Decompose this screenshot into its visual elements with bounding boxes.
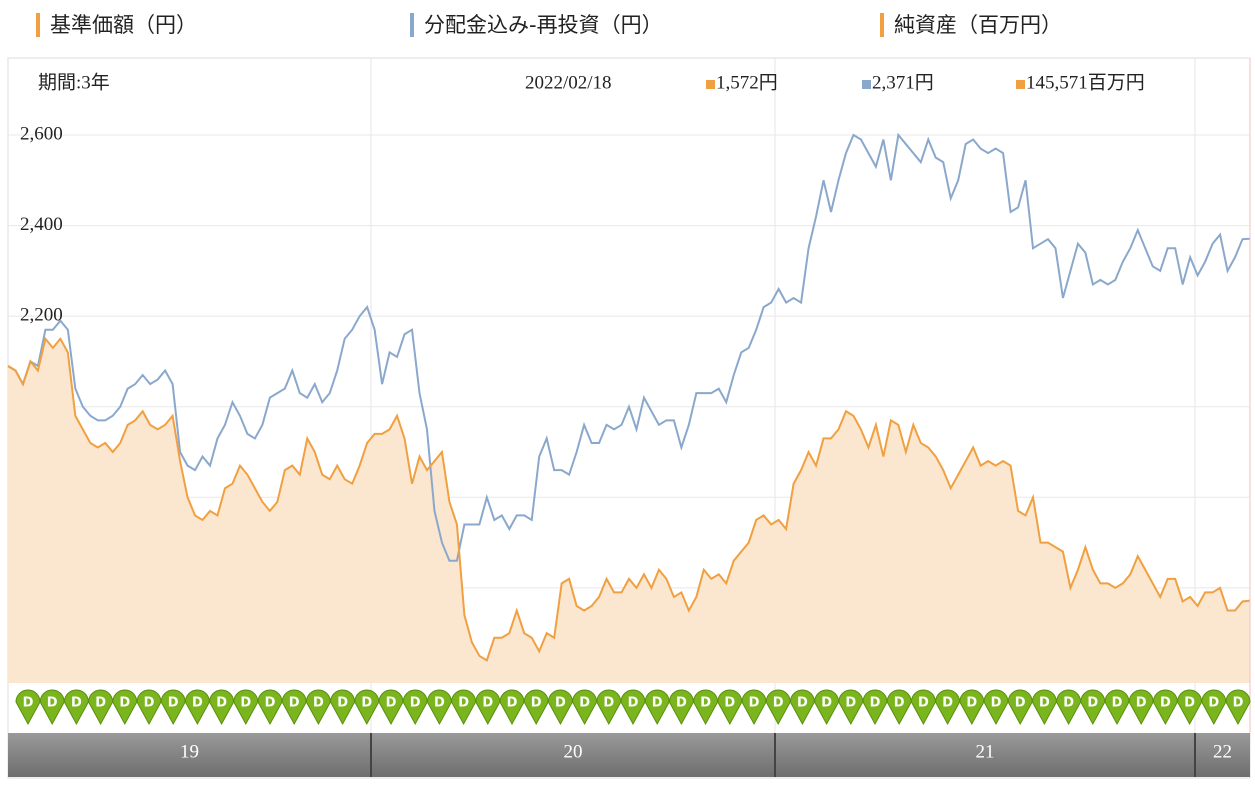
marker-label: D xyxy=(749,696,760,711)
legend-swatch xyxy=(410,13,414,37)
marker-label: D xyxy=(507,696,518,711)
marker-label: D xyxy=(168,696,179,711)
marker-label: D xyxy=(966,696,977,711)
marker-label: D xyxy=(555,696,566,711)
marker-label: D xyxy=(821,696,832,711)
marker-label: D xyxy=(918,696,929,711)
y-tick-label: 2,200 xyxy=(20,305,63,326)
marker-label: D xyxy=(458,696,469,711)
latest-swatch xyxy=(706,80,715,89)
marker-label: D xyxy=(434,696,445,711)
marker-label: D xyxy=(845,696,856,711)
marker-label: D xyxy=(71,696,82,711)
latest-swatch xyxy=(862,80,871,89)
marker-label: D xyxy=(1233,696,1244,711)
marker-label: D xyxy=(870,696,881,711)
marker-label: D xyxy=(386,696,397,711)
latest-swatch xyxy=(1016,80,1025,89)
latest-label: 1,572円 xyxy=(716,72,778,93)
distribution-marker: D xyxy=(1225,689,1251,726)
marker-label: D xyxy=(894,696,905,711)
marker-label: D xyxy=(724,696,735,711)
marker-pin xyxy=(1225,689,1251,726)
marker-label: D xyxy=(603,696,614,711)
marker-label: D xyxy=(773,696,784,711)
marker-label: D xyxy=(652,696,663,711)
marker-label: D xyxy=(1184,696,1195,711)
y-tick-label: 2,600 xyxy=(20,123,63,144)
legend-swatch xyxy=(880,13,884,37)
marker-label: D xyxy=(289,696,300,711)
marker-label: D xyxy=(337,696,348,711)
latest-label: 145,571百万円 xyxy=(1026,72,1145,93)
x-axis-band xyxy=(8,733,1250,777)
marker-label: D xyxy=(1160,696,1171,711)
marker-label: D xyxy=(1015,696,1026,711)
y-tick-label: 2,400 xyxy=(20,214,63,235)
legend-label: 基準価額（円） xyxy=(50,13,197,37)
marker-label: D xyxy=(95,696,106,711)
x-axis: 19 20 21 22 xyxy=(8,733,1250,777)
marker-label: D xyxy=(119,696,130,711)
marker-label: D xyxy=(23,696,34,711)
marker-label: D xyxy=(1063,696,1074,711)
marker-label: D xyxy=(47,696,58,711)
marker-label: D xyxy=(1208,696,1219,711)
marker-label: D xyxy=(579,696,590,711)
legend-swatch xyxy=(36,13,40,37)
marker-label: D xyxy=(676,696,687,711)
marker-label: D xyxy=(361,696,372,711)
marker-label: D xyxy=(1087,696,1098,711)
header: 期間:3年 2022/02/18 1,572円 2,371円 145,571百万円 xyxy=(38,71,1145,93)
marker-label: D xyxy=(628,696,639,711)
marker-label: D xyxy=(531,696,542,711)
marker-label: D xyxy=(482,696,493,711)
marker-label: D xyxy=(265,696,276,711)
x-tick-label: 20 xyxy=(564,741,583,762)
area xyxy=(8,338,1250,683)
marker-label: D xyxy=(1039,696,1050,711)
legend-label: 純資産（百万円） xyxy=(894,13,1062,37)
marker-label: D xyxy=(240,696,251,711)
marker-label: D xyxy=(797,696,808,711)
series-line xyxy=(7,336,1251,662)
x-tick-label: 22 xyxy=(1213,741,1232,762)
marker-label: D xyxy=(942,696,953,711)
plot xyxy=(7,58,1251,733)
marker-label: D xyxy=(216,696,227,711)
marker-label: D xyxy=(192,696,203,711)
marker-label: D xyxy=(1112,696,1123,711)
marker-label: D xyxy=(1136,696,1147,711)
marker-label: D xyxy=(991,696,1002,711)
marker-label: D xyxy=(700,696,711,711)
series-line xyxy=(7,132,1251,562)
x-tick-label: 19 xyxy=(180,741,199,762)
latest-label: 2,371円 xyxy=(872,72,934,93)
x-tick-label: 21 xyxy=(976,741,995,762)
period: 期間:3年 xyxy=(38,71,110,93)
marker-label: D xyxy=(313,696,324,711)
marker-label: D xyxy=(410,696,421,711)
marker-label: D xyxy=(144,696,155,711)
date: 2022/02/18 xyxy=(525,72,612,93)
legend-label: 分配金込み-再投資（円） xyxy=(424,13,663,37)
